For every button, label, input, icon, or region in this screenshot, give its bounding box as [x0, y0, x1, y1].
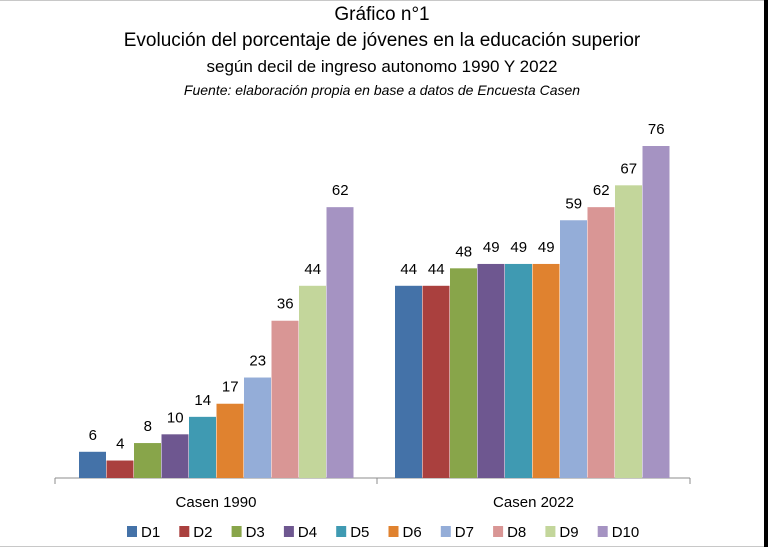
bar-D2-0: [106, 460, 134, 478]
legend-swatch-D9: [545, 526, 556, 537]
data-label: 44: [428, 261, 445, 278]
data-label: 14: [194, 392, 211, 409]
data-label: 44: [400, 261, 417, 278]
bar-D7-0: [244, 377, 271, 478]
bar-D4-0: [161, 434, 189, 478]
bar-D6-0: [216, 403, 244, 478]
data-label: 36: [277, 296, 294, 313]
data-label: 62: [332, 182, 349, 199]
legend-swatch-D2: [179, 526, 190, 537]
data-label: 49: [483, 239, 500, 256]
data-label: 76: [648, 121, 665, 138]
bar-D8-1: [587, 207, 615, 478]
legend-swatch-D8: [493, 526, 504, 537]
data-label: 49: [538, 239, 555, 256]
legend-swatch-D5: [336, 526, 347, 537]
bar-D7-1: [560, 220, 587, 478]
data-label: 4: [116, 436, 124, 453]
bar-D9-1: [615, 185, 642, 478]
data-label: 23: [249, 353, 266, 370]
legend-swatch-D10: [597, 526, 608, 537]
data-label: 49: [510, 239, 527, 256]
bar-D2-1: [422, 285, 450, 478]
window-edge: [764, 0, 768, 547]
legend-swatch-D6: [388, 526, 399, 537]
chart-subtitle-2: según decil de ingreso autonomo 1990 Y 2…: [206, 57, 558, 76]
legend-label: D1: [141, 524, 160, 541]
bar-D10-0: [326, 207, 354, 478]
bar-D3-1: [450, 268, 477, 478]
chart-source: Fuente: elaboración propia en base a dat…: [183, 82, 581, 98]
legend-label: D8: [507, 524, 526, 541]
legend-swatch-D3: [231, 526, 242, 537]
chart-title: Gráfico n°1: [334, 4, 430, 25]
chart-subtitle-1: Evolución del porcentaje de jóvenes en l…: [123, 30, 641, 51]
legend-label: D3: [246, 524, 265, 541]
legend-label: D5: [350, 524, 369, 541]
bar-D1-0: [79, 451, 106, 478]
legend-label: D4: [298, 524, 317, 541]
bar-D5-0: [189, 416, 216, 478]
bar-D4-1: [477, 263, 505, 478]
data-label: 6: [89, 427, 97, 444]
data-label: 62: [593, 182, 610, 199]
data-label: 59: [565, 195, 582, 212]
bar-D1-1: [395, 285, 422, 478]
legend-label: D9: [559, 524, 578, 541]
data-label: 17: [222, 379, 239, 396]
category-label: Casen 2022: [493, 494, 574, 511]
legend-label: D2: [193, 524, 212, 541]
legend-label: D7: [455, 524, 474, 541]
chart-title-block: Gráfico n°1 Evolución del porcentaje de …: [0, 2, 764, 100]
bar-D3-0: [134, 443, 161, 478]
legend-label: D6: [403, 524, 422, 541]
legend-swatch-D7: [440, 526, 451, 537]
bar-D9-0: [299, 285, 326, 478]
bar-D10-1: [642, 146, 670, 478]
data-label: 48: [455, 243, 472, 260]
legend-swatch-D1: [127, 526, 137, 537]
data-label: 8: [144, 418, 152, 435]
bar-D5-1: [505, 263, 532, 478]
bar-D6-1: [532, 263, 560, 478]
data-label: 67: [620, 160, 637, 177]
data-label: 44: [304, 261, 321, 278]
legend-swatch-D4: [283, 526, 294, 537]
data-label: 10: [167, 409, 184, 426]
category-label: Casen 1990: [176, 494, 257, 511]
legend-label: D10: [612, 524, 640, 541]
bar-D8-0: [271, 320, 299, 478]
